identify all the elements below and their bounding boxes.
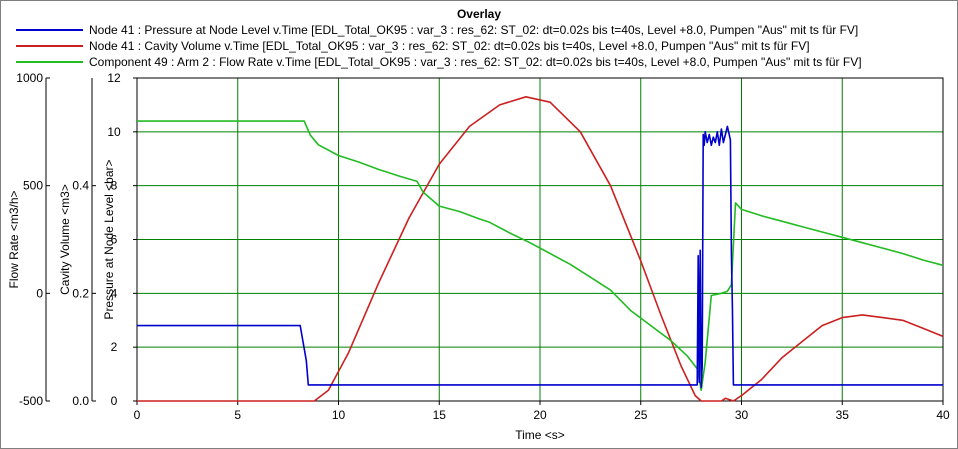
flow-tick-label-1: 0 xyxy=(36,286,43,300)
x-tick-label-0: 0 xyxy=(134,408,141,422)
x-tick-label-7: 35 xyxy=(836,408,850,422)
x-tick-label-3: 15 xyxy=(433,408,447,422)
flow-tick-label-0: -500 xyxy=(19,394,43,408)
pressure-tick-label-3: 6 xyxy=(111,233,118,247)
series-line-pressure xyxy=(137,125,943,389)
x-tick-label-2: 10 xyxy=(332,408,346,422)
flow-tick-label-3: 1000 xyxy=(16,71,43,85)
pressure-tick-label-5: 10 xyxy=(107,125,121,139)
x-tick-label-6: 30 xyxy=(735,408,749,422)
cavity-tick-label-0: 0.0 xyxy=(72,394,89,408)
legend: Node 41 : Pressure at Node Level v.Time … xyxy=(16,23,862,69)
flow-axis-label: Flow Rate <m3/h> xyxy=(7,190,21,288)
pressure-tick-label-1: 2 xyxy=(111,340,118,354)
legend-label-2: Component 49 : Arm 2 : Flow Rate v.Time … xyxy=(89,55,862,69)
legend-label-0: Node 41 : Pressure at Node Level v.Time … xyxy=(89,23,858,37)
series-line-flow xyxy=(137,120,944,392)
legend-label-1: Node 41 : Cavity Volume v.Time [EDL_Tota… xyxy=(89,39,810,53)
x-tick-label-8: 40 xyxy=(936,408,950,422)
cavity-tick-label-1: 0.2 xyxy=(72,286,89,300)
x-tick-label-5: 25 xyxy=(634,408,648,422)
grid xyxy=(136,77,944,402)
axes: 0 5 10 15 20 25 30 35 40 0 2 4 6 8 10 12 Pressure at Nod… xyxy=(7,71,950,422)
pressure-tick-label-4: 8 xyxy=(111,179,118,193)
cavity-axis-label: Cavity Volume <m3> xyxy=(58,184,72,295)
x-tick-label-1: 5 xyxy=(234,408,241,422)
x-tick-label-4: 20 xyxy=(533,408,547,422)
series-layer xyxy=(137,96,944,402)
series-line-cavity xyxy=(137,96,944,402)
pressure-tick-label-2: 4 xyxy=(111,286,118,300)
chart-title: Overlay xyxy=(457,7,501,21)
x-axis-label: Time <s> xyxy=(515,428,565,442)
pressure-tick-label-0: 0 xyxy=(111,394,118,408)
cavity-tick-label-2: 0.4 xyxy=(72,179,89,193)
pressure-tick-label-6: 12 xyxy=(107,71,121,85)
pressure-axis-label: Pressure at Node Level <bar> xyxy=(102,159,116,319)
flow-tick-label-2: 500 xyxy=(23,179,43,193)
